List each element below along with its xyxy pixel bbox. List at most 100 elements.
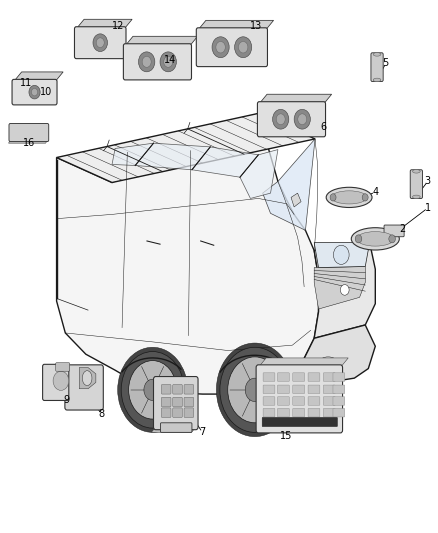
- FancyBboxPatch shape: [308, 397, 320, 405]
- Text: 14: 14: [164, 55, 176, 65]
- FancyBboxPatch shape: [65, 365, 103, 410]
- Polygon shape: [76, 19, 132, 29]
- Circle shape: [245, 378, 265, 401]
- Ellipse shape: [373, 78, 381, 82]
- Text: 16: 16: [23, 138, 35, 148]
- Polygon shape: [314, 243, 370, 268]
- Circle shape: [294, 109, 311, 129]
- Circle shape: [160, 52, 177, 72]
- Wedge shape: [118, 348, 187, 432]
- Circle shape: [340, 285, 349, 295]
- Polygon shape: [79, 368, 96, 389]
- Circle shape: [93, 34, 107, 52]
- Circle shape: [362, 194, 368, 201]
- FancyBboxPatch shape: [384, 225, 404, 237]
- Ellipse shape: [82, 370, 92, 385]
- Text: 8: 8: [98, 409, 104, 419]
- Text: 6: 6: [321, 122, 327, 132]
- Polygon shape: [112, 143, 153, 165]
- Ellipse shape: [319, 357, 337, 368]
- FancyBboxPatch shape: [333, 397, 345, 405]
- Polygon shape: [314, 266, 365, 309]
- Polygon shape: [192, 147, 258, 177]
- Circle shape: [144, 379, 161, 400]
- FancyBboxPatch shape: [184, 384, 194, 394]
- Circle shape: [216, 42, 225, 53]
- Polygon shape: [57, 114, 318, 394]
- FancyBboxPatch shape: [153, 376, 198, 430]
- FancyBboxPatch shape: [256, 365, 343, 433]
- Text: 15: 15: [279, 431, 292, 441]
- FancyBboxPatch shape: [9, 124, 49, 142]
- Text: 12: 12: [113, 21, 125, 31]
- Ellipse shape: [331, 191, 367, 204]
- FancyBboxPatch shape: [333, 373, 345, 381]
- FancyBboxPatch shape: [42, 365, 69, 400]
- FancyBboxPatch shape: [263, 397, 275, 405]
- FancyBboxPatch shape: [323, 397, 335, 405]
- FancyBboxPatch shape: [323, 385, 335, 393]
- Text: 13: 13: [250, 21, 262, 31]
- Text: 9: 9: [63, 395, 69, 406]
- Ellipse shape: [413, 195, 420, 199]
- FancyBboxPatch shape: [160, 423, 192, 432]
- FancyBboxPatch shape: [293, 385, 304, 393]
- Ellipse shape: [373, 53, 381, 56]
- FancyBboxPatch shape: [263, 385, 275, 393]
- FancyBboxPatch shape: [263, 373, 275, 381]
- FancyBboxPatch shape: [161, 408, 171, 417]
- FancyBboxPatch shape: [12, 79, 57, 105]
- FancyBboxPatch shape: [323, 373, 335, 381]
- Polygon shape: [125, 36, 198, 46]
- Text: 10: 10: [40, 87, 53, 97]
- Circle shape: [138, 52, 155, 72]
- Polygon shape: [240, 150, 278, 198]
- FancyBboxPatch shape: [263, 408, 275, 417]
- Circle shape: [228, 357, 282, 423]
- Circle shape: [96, 38, 104, 47]
- FancyBboxPatch shape: [278, 408, 289, 417]
- Circle shape: [298, 114, 307, 125]
- FancyBboxPatch shape: [173, 397, 182, 407]
- FancyBboxPatch shape: [323, 408, 335, 417]
- Circle shape: [142, 56, 151, 67]
- FancyBboxPatch shape: [333, 385, 345, 393]
- Circle shape: [238, 42, 248, 53]
- Polygon shape: [198, 20, 274, 30]
- FancyBboxPatch shape: [258, 102, 325, 137]
- FancyBboxPatch shape: [161, 384, 171, 394]
- Circle shape: [121, 352, 184, 428]
- FancyBboxPatch shape: [184, 397, 194, 407]
- FancyBboxPatch shape: [333, 408, 345, 417]
- FancyBboxPatch shape: [410, 169, 423, 198]
- Polygon shape: [303, 325, 375, 382]
- Circle shape: [333, 245, 349, 264]
- Polygon shape: [259, 94, 332, 104]
- FancyBboxPatch shape: [278, 373, 289, 381]
- Text: 7: 7: [199, 427, 205, 438]
- FancyBboxPatch shape: [308, 373, 320, 381]
- FancyBboxPatch shape: [56, 363, 70, 371]
- Text: 11: 11: [20, 78, 32, 88]
- FancyBboxPatch shape: [308, 408, 320, 417]
- FancyBboxPatch shape: [293, 408, 304, 417]
- Ellipse shape: [326, 187, 372, 207]
- FancyBboxPatch shape: [184, 408, 194, 417]
- FancyBboxPatch shape: [161, 397, 171, 407]
- Circle shape: [29, 85, 40, 99]
- FancyBboxPatch shape: [293, 397, 304, 405]
- Circle shape: [53, 371, 69, 390]
- Circle shape: [355, 235, 362, 243]
- Circle shape: [235, 37, 252, 58]
- Polygon shape: [291, 193, 301, 207]
- FancyBboxPatch shape: [173, 384, 182, 394]
- FancyBboxPatch shape: [278, 397, 289, 405]
- FancyBboxPatch shape: [124, 44, 191, 80]
- Ellipse shape: [357, 232, 394, 246]
- Text: 4: 4: [372, 187, 378, 197]
- Ellipse shape: [351, 228, 399, 250]
- FancyBboxPatch shape: [173, 408, 182, 417]
- Wedge shape: [216, 343, 293, 437]
- FancyBboxPatch shape: [371, 53, 383, 82]
- FancyBboxPatch shape: [262, 417, 337, 426]
